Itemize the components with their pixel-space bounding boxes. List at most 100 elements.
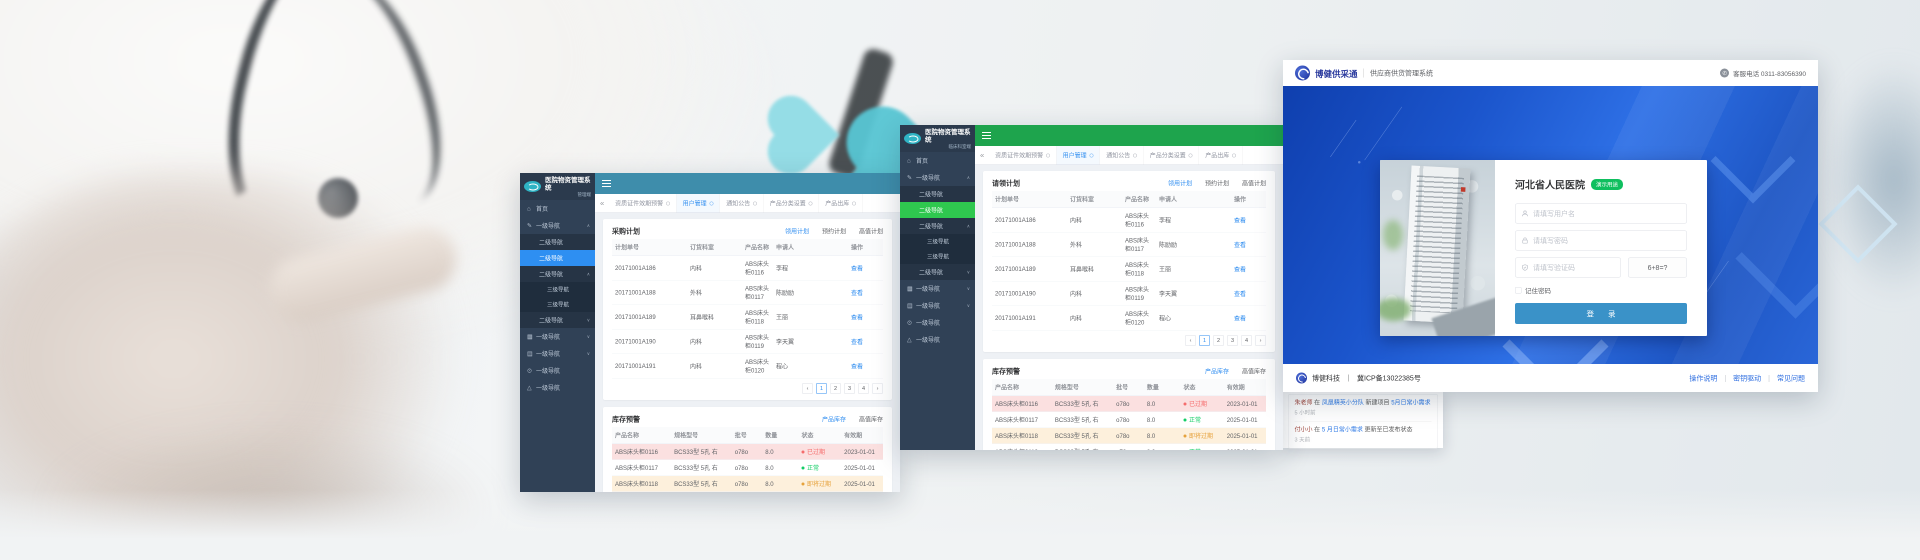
sidebar-item[interactable]: ⌂ 首页	[520, 200, 595, 217]
sidebar-item[interactable]: ✎ 一级导航 ∧	[520, 217, 595, 234]
panel-link[interactable]: 高值库存	[858, 415, 883, 423]
sidebar-item[interactable]: 二级导航	[520, 250, 595, 266]
page-button[interactable]: ›	[872, 383, 883, 394]
hamburger-icon[interactable]	[602, 180, 611, 187]
tab-active[interactable]: 用户管理	[676, 194, 721, 213]
page-button[interactable]: ‹	[802, 383, 813, 394]
tab-item[interactable]: 通知公告	[1100, 146, 1144, 165]
page-button[interactable]: 3	[1227, 335, 1238, 346]
tab-dot-icon	[1046, 153, 1051, 158]
view-link[interactable]: 查看	[851, 362, 864, 370]
feed-link[interactable]: 凤凰精英小分队	[1321, 399, 1364, 406]
panel-link[interactable]: 产品库存	[821, 415, 846, 423]
plan-no-cell: 20171001A191	[992, 305, 1067, 331]
tab-item[interactable]: 通知公告	[720, 194, 764, 213]
panel-link[interactable]: 领用计划	[1167, 179, 1192, 187]
sidebar-item[interactable]: 二级导航 ∨	[900, 264, 975, 280]
sidebar-item[interactable]: 三级导航	[520, 297, 595, 312]
login-button[interactable]: 登 录	[1515, 303, 1687, 324]
panel-link[interactable]: 预约计划	[1204, 179, 1229, 187]
page-button[interactable]: 1	[1199, 335, 1210, 346]
view-link[interactable]: 查看	[1234, 314, 1247, 322]
view-link[interactable]: 查看	[1234, 290, 1247, 298]
sidebar-item[interactable]: 三级导航	[900, 234, 975, 249]
sidebar-item[interactable]: ▦ 一级导航 ∨	[520, 328, 595, 345]
captcha-challenge[interactable]: 6+8=?	[1628, 257, 1687, 278]
sidebar-item[interactable]: 二级导航	[900, 186, 975, 202]
hamburger-icon[interactable]	[982, 132, 991, 139]
panel-link[interactable]: 预约计划	[821, 227, 846, 235]
panel-link[interactable]: 高值计划	[1241, 179, 1266, 187]
sidebar-item[interactable]: 三级导航	[900, 249, 975, 264]
tab-item[interactable]: 资质证件效期预警	[989, 146, 1057, 165]
page-button[interactable]: 2	[830, 383, 841, 394]
page-button[interactable]: 2	[1213, 335, 1224, 346]
clock-icon: ⊙	[527, 367, 533, 374]
page-button[interactable]: 1	[816, 383, 827, 394]
password-input[interactable]: 请填写密码	[1515, 230, 1687, 251]
remember-checkbox[interactable]	[1515, 287, 1522, 294]
sidebar-item[interactable]: 二级导航 ∨	[520, 312, 595, 328]
view-link[interactable]: 查看	[1234, 216, 1247, 224]
view-link[interactable]: 查看	[1234, 241, 1247, 249]
sidebar-item[interactable]: △ 一级导航	[900, 331, 975, 348]
column-header: 产品名称	[612, 427, 672, 444]
sidebar-item[interactable]: ▤ 一级导航 ∨	[520, 345, 595, 362]
page-button[interactable]: 4	[858, 383, 869, 394]
sidebar-item[interactable]: 二级导航	[900, 202, 975, 218]
panel-link[interactable]: 高值库存	[1241, 367, 1266, 375]
collapse-tabs-icon[interactable]: «	[600, 199, 605, 208]
dept-cell: 外科	[687, 280, 742, 305]
captcha-input[interactable]: 请填写验证码	[1515, 257, 1621, 278]
sidebar-item[interactable]: ✎ 一级导航 ∧	[900, 169, 975, 186]
sidebar-item[interactable]: ⌂ 首页	[900, 152, 975, 169]
sidebar-item[interactable]: ⊙ 一级导航	[900, 314, 975, 331]
panel-link[interactable]: 高值计划	[858, 227, 883, 235]
view-link[interactable]: 查看	[851, 264, 864, 272]
view-link[interactable]: 查看	[1234, 265, 1247, 273]
sidebar-item-label: 二级导航	[919, 206, 944, 214]
sidebar-item[interactable]: 二级导航 ∧	[900, 218, 975, 234]
product-cell: ABS床头柜0119	[742, 329, 773, 354]
link-separator: |	[1724, 374, 1727, 382]
page-button[interactable]: ‹	[1185, 335, 1196, 346]
sidebar-item[interactable]: ▤ 一级导航 ∨	[900, 297, 975, 314]
collapse-tabs-icon[interactable]: «	[980, 151, 985, 160]
page-button[interactable]: ›	[1255, 335, 1266, 346]
dept-cell: 内科	[687, 329, 742, 354]
batch-cell: o78o	[1113, 411, 1144, 428]
sidebar-item[interactable]: 二级导航	[520, 234, 595, 250]
sidebar-item[interactable]: 二级导航 ∧	[520, 266, 595, 282]
applicant-cell: 程心	[773, 353, 848, 379]
column-header: 数量	[1143, 379, 1181, 396]
footer-link[interactable]: 操作说明	[1689, 374, 1718, 382]
sidebar-item[interactable]: ⊙ 一级导航	[520, 362, 595, 379]
feed-link[interactable]: 5 月日常小需求	[1321, 426, 1363, 433]
panel-link[interactable]: 领用计划	[784, 227, 809, 235]
applicant-cell: 陈励励	[773, 280, 848, 305]
sidebar-item[interactable]: 三级导航	[520, 282, 595, 297]
tab-active[interactable]: 用户管理	[1056, 146, 1101, 165]
table-header-row: 计划单号 订货科室 产品名称 申请人 操作	[612, 239, 883, 256]
tab-item[interactable]: 产品分类设置	[1144, 146, 1200, 165]
sidebar-item[interactable]: ▦ 一级导航 ∨	[900, 280, 975, 297]
dept-cell: 内科	[1067, 305, 1122, 331]
page-button[interactable]: 3	[844, 383, 855, 394]
username-input[interactable]: 请填写用户名	[1515, 203, 1687, 224]
tab-item[interactable]: 资质证件效期预警	[609, 194, 677, 213]
tab-item[interactable]: 产品出库	[819, 194, 863, 213]
view-link[interactable]: 查看	[851, 338, 864, 346]
app-logo: 医院物资管理系统 管理端	[520, 173, 595, 200]
column-header: 操作	[848, 239, 883, 256]
dept-cell: 外科	[1067, 232, 1122, 257]
feed-link[interactable]: 5月日常小需求	[1391, 399, 1431, 406]
view-link[interactable]: 查看	[851, 289, 864, 297]
view-link[interactable]: 查看	[851, 313, 864, 321]
tab-item[interactable]: 产品出库	[1199, 146, 1243, 165]
tab-item[interactable]: 产品分类设置	[764, 194, 820, 213]
panel-link[interactable]: 产品库存	[1204, 367, 1229, 375]
footer-link[interactable]: 常见问题	[1777, 374, 1805, 382]
sidebar-item[interactable]: △ 一级导航	[520, 379, 595, 396]
page-button[interactable]: 4	[1241, 335, 1252, 346]
footer-link[interactable]: 密钥驱动	[1733, 374, 1762, 382]
